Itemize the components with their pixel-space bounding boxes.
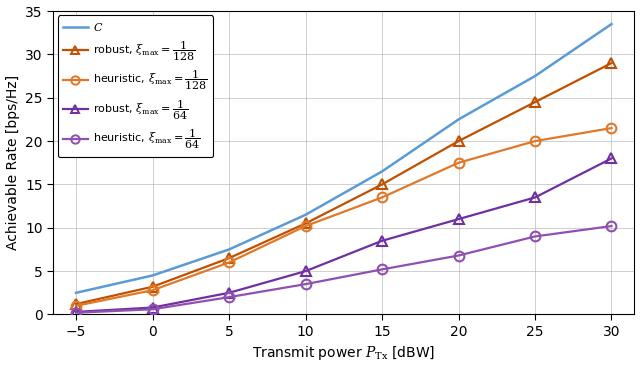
Legend: $C$, robust, $\xi_{\max} = \dfrac{1}{128}$, heuristic, $\xi_{\max} = \dfrac{1}{1: $C$, robust, $\xi_{\max} = \dfrac{1}{128… <box>58 15 213 157</box>
X-axis label: Transmit power $P_{\mathrm{Tx}}$ [dBW]: Transmit power $P_{\mathrm{Tx}}$ [dBW] <box>252 344 435 362</box>
Y-axis label: Achievable Rate [bps/Hz]: Achievable Rate [bps/Hz] <box>6 75 20 250</box>
